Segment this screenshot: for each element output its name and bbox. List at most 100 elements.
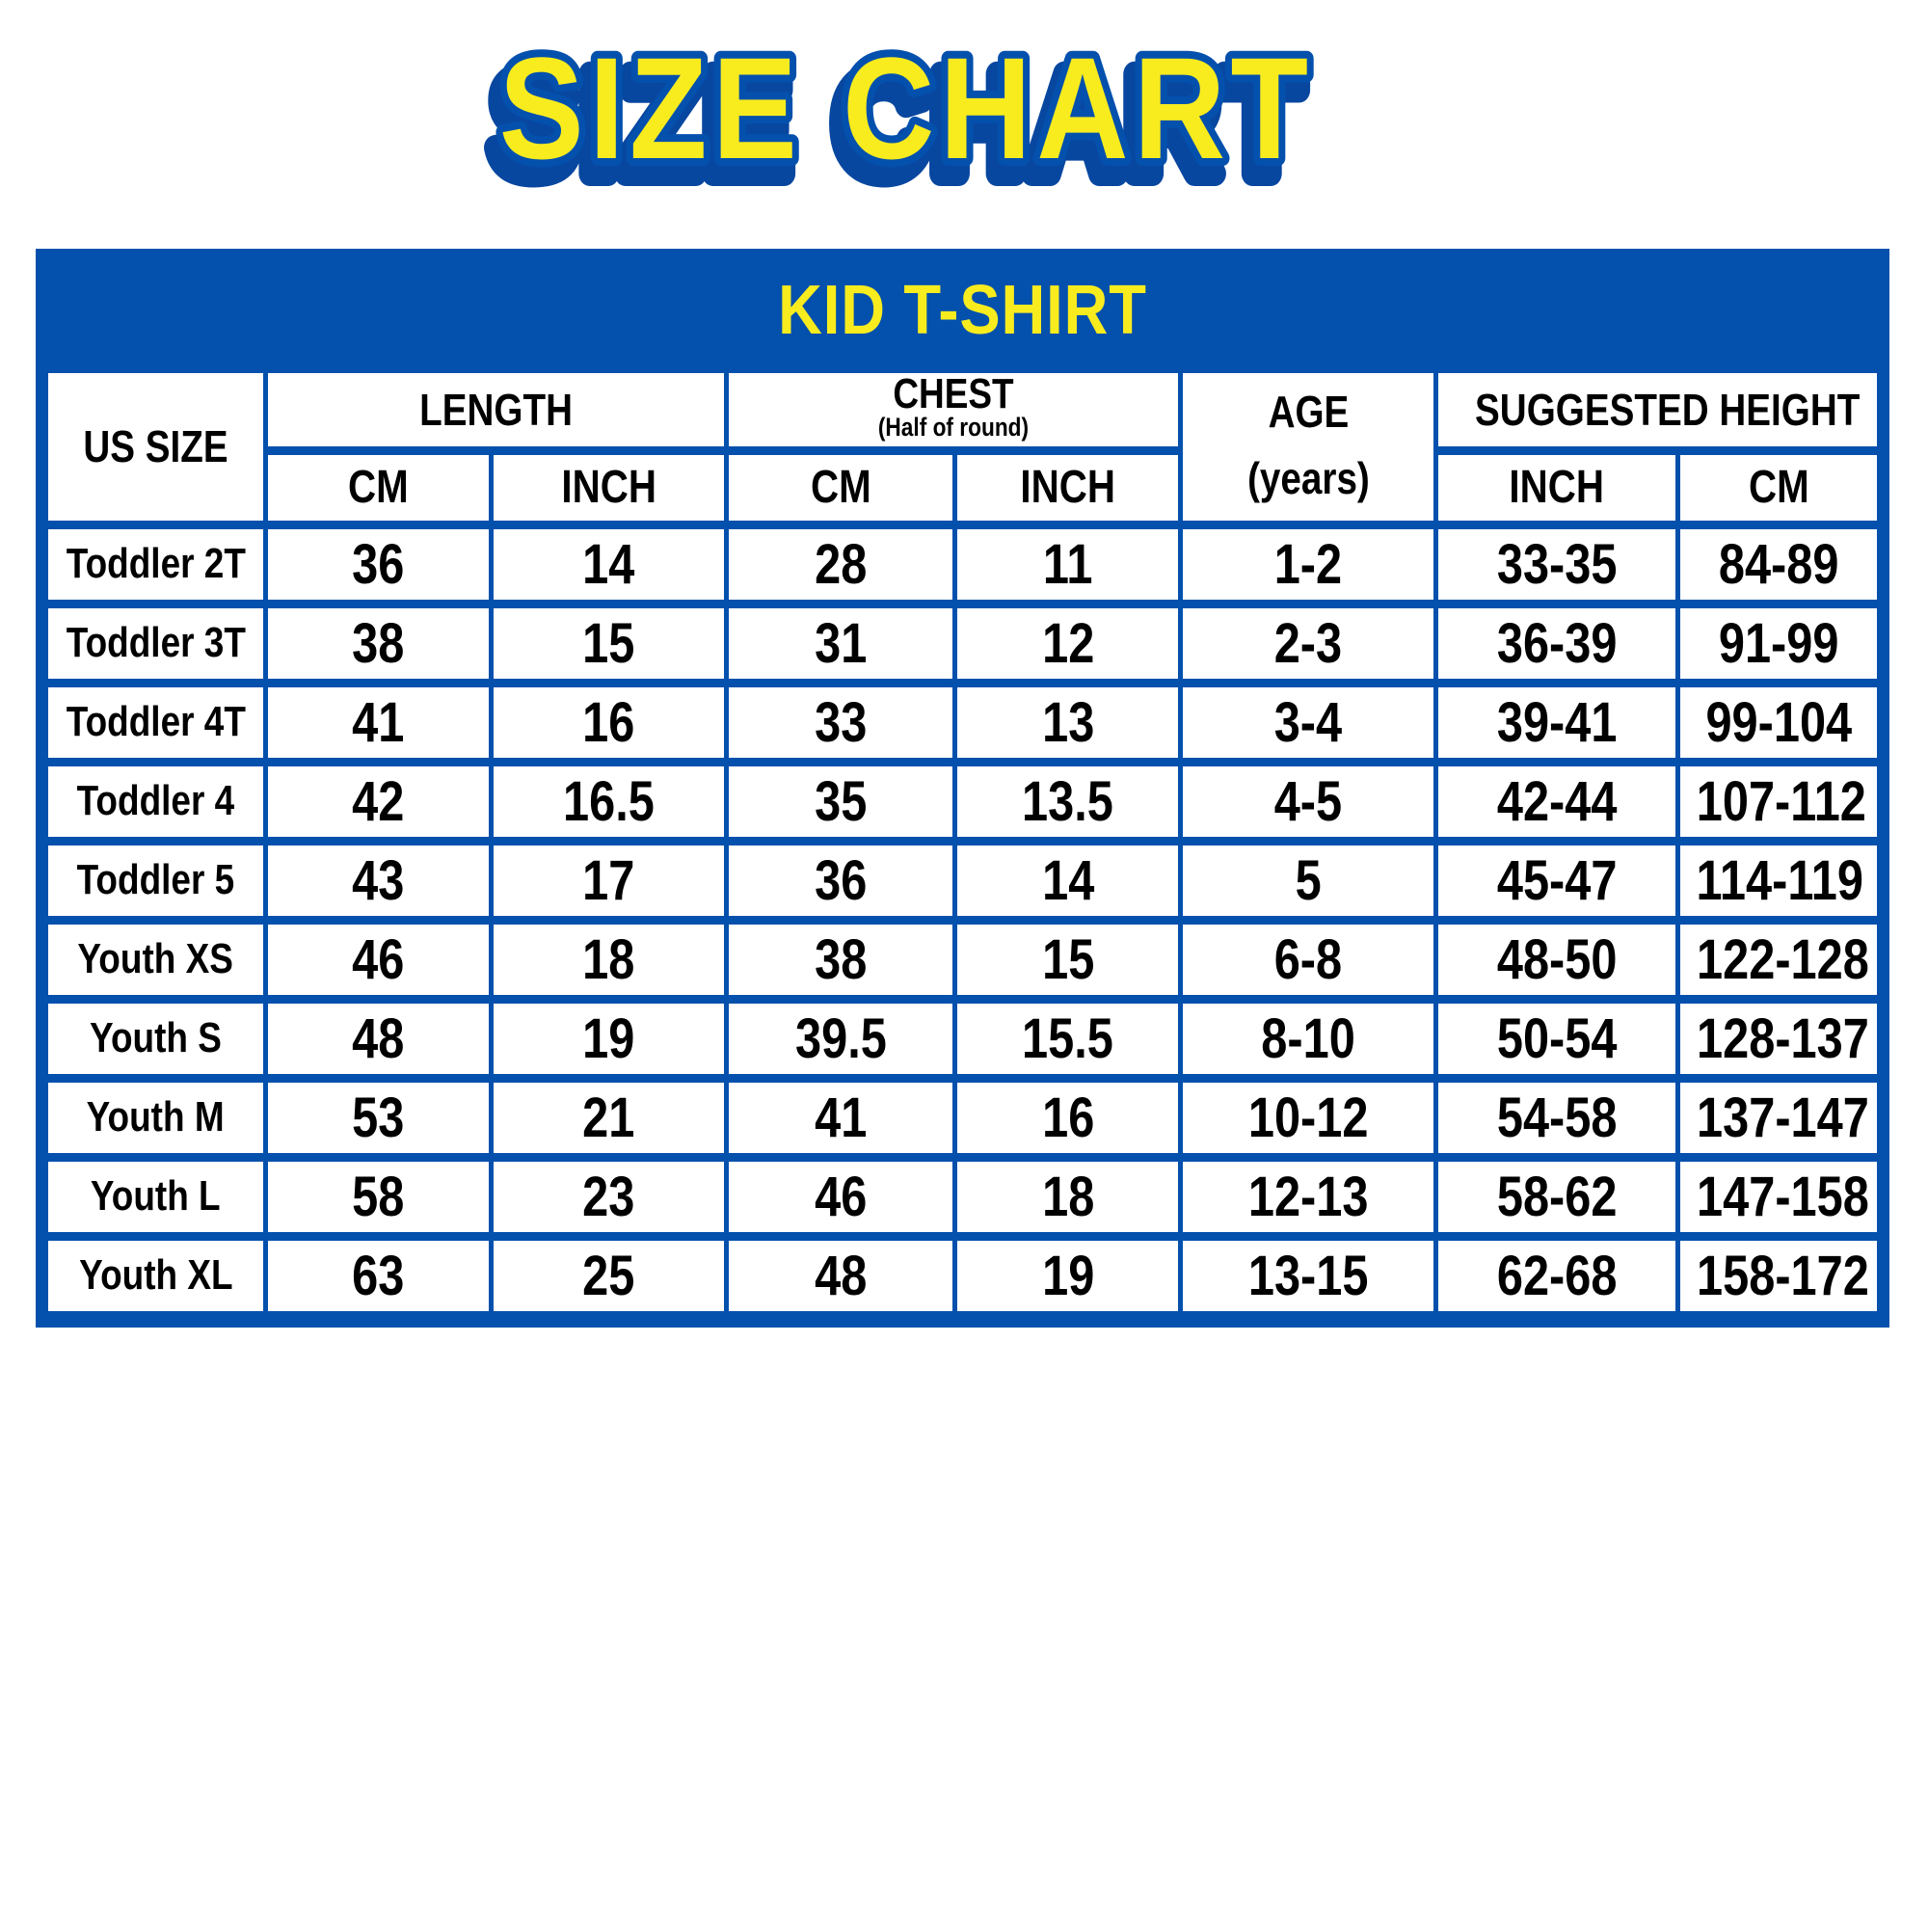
cell-length_inch: 25 — [489, 1231, 729, 1320]
cell-chest_cm: 38 — [723, 915, 958, 1004]
cell-height_cm: 128-137 — [1674, 994, 1883, 1083]
cell-chest_inch: 16 — [952, 1073, 1184, 1162]
row-size-label: Youth M — [42, 1073, 269, 1162]
cell-length_inch: 21 — [489, 1073, 729, 1162]
cell-height_inch: 36-39 — [1433, 599, 1680, 687]
row-size-label: Toddler 4 — [42, 757, 269, 845]
cell-chest_inch: 12 — [952, 599, 1184, 687]
cell-chest_inch: 15.5 — [952, 994, 1184, 1083]
cell-height_inch: 45-47 — [1433, 836, 1680, 925]
cell-length_cm: 41 — [263, 678, 495, 766]
cell-length_cm: 42 — [263, 757, 495, 845]
table-body: Toddler 2T 36 14 28 11 1-2 33-35 84-89 Toddler 3… — [42, 520, 1883, 1320]
subheader-length-inch: INCH — [489, 445, 729, 529]
cell-chest_cm: 35 — [723, 757, 958, 845]
table-title-bar: KID T-SHIRT — [43, 256, 1882, 364]
cell-length_inch: 18 — [489, 915, 729, 1004]
col-header-us-size: US SIZE — [42, 364, 269, 529]
cell-length_cm: 63 — [263, 1231, 495, 1320]
cell-chest_cm: 39.5 — [723, 994, 958, 1083]
cell-chest_cm: 41 — [723, 1073, 958, 1162]
table-row: Toddler 4 42 16.5 35 13.5 4-5 42-44 107-112 — [42, 757, 1883, 845]
cell-chest_inch: 11 — [952, 520, 1184, 608]
cell-chest_cm: 31 — [723, 599, 958, 687]
table-row: Youth XL 63 25 48 19 13-15 62-68 158-172 — [42, 1231, 1883, 1320]
col-header-length: LENGTH — [263, 364, 729, 455]
cell-length_inch: 19 — [489, 994, 729, 1083]
cell-age: 5 — [1178, 836, 1438, 925]
cell-length_cm: 36 — [263, 520, 495, 608]
cell-length_inch: 16 — [489, 678, 729, 766]
cell-height_inch: 54-58 — [1433, 1073, 1680, 1162]
cell-chest_cm: 28 — [723, 520, 958, 608]
chest-note: (Half of round) — [877, 412, 1030, 442]
size-chart-table-container: KID T-SHIRT US SIZE LENGTH CHEST (Half of… — [36, 249, 1889, 1328]
cell-height_cm: 114-119 — [1674, 836, 1883, 925]
col-header-suggested-height: SUGGESTED HEIGHT — [1433, 364, 1883, 455]
cell-length_inch: 14 — [489, 520, 729, 608]
size-table: US SIZE LENGTH CHEST (Half of round) AGE (… — [42, 364, 1883, 1320]
table-row: Youth M 53 21 41 16 10-12 54-58 137-147 — [42, 1073, 1883, 1162]
chest-label: CHEST — [893, 370, 1014, 417]
cell-length_cm: 58 — [263, 1152, 495, 1241]
row-size-label: Toddler 3T — [42, 599, 269, 687]
cell-length_inch: 17 — [489, 836, 729, 925]
cell-height_cm: 84-89 — [1674, 520, 1883, 608]
cell-length_inch: 15 — [489, 599, 729, 687]
cell-height_inch: 39-41 — [1433, 678, 1680, 766]
table-row: Youth XS 46 18 38 15 6-8 48-50 122-128 — [42, 915, 1883, 1004]
cell-height_inch: 62-68 — [1433, 1231, 1680, 1320]
col-header-age: AGE (years) — [1178, 364, 1438, 529]
cell-height_cm: 107-112 — [1674, 757, 1883, 845]
subheader-chest-cm: CM — [723, 445, 958, 529]
table-row: Toddler 5 43 17 36 14 5 45-47 114-119 — [42, 836, 1883, 925]
age-unit-label: (years) — [1246, 452, 1370, 503]
cell-chest_inch: 13.5 — [952, 757, 1184, 845]
subheader-height-cm: CM — [1674, 445, 1883, 529]
cell-height_cm: 137-147 — [1674, 1073, 1883, 1162]
col-header-chest: CHEST (Half of round) — [723, 364, 1184, 455]
cell-chest_inch: 14 — [952, 836, 1184, 925]
cell-height_cm: 147-158 — [1674, 1152, 1883, 1241]
page-title-graphic: SIZE CHART SIZE CHART — [479, 20, 1315, 200]
table-row: Toddler 2T 36 14 28 11 1-2 33-35 84-89 — [42, 520, 1883, 608]
row-size-label: Toddler 2T — [42, 520, 269, 608]
table-title: KID T-SHIRT — [778, 272, 1147, 349]
cell-height_inch: 33-35 — [1433, 520, 1680, 608]
cell-height_inch: 48-50 — [1433, 915, 1680, 1004]
cell-length_cm: 43 — [263, 836, 495, 925]
age-label: AGE — [1268, 386, 1349, 437]
cell-age: 13-15 — [1178, 1231, 1438, 1320]
cell-age: 3-4 — [1178, 678, 1438, 766]
cell-chest_inch: 15 — [952, 915, 1184, 1004]
table-row: Youth L 58 23 46 18 12-13 58-62 147-158 — [42, 1152, 1883, 1241]
row-size-label: Toddler 4T — [42, 678, 269, 766]
cell-height_cm: 122-128 — [1674, 915, 1883, 1004]
cell-height_cm: 91-99 — [1674, 599, 1883, 687]
cell-height_cm: 99-104 — [1674, 678, 1883, 766]
cell-age: 2-3 — [1178, 599, 1438, 687]
cell-height_inch: 50-54 — [1433, 994, 1680, 1083]
cell-height_cm: 158-172 — [1674, 1231, 1883, 1320]
cell-chest_cm: 36 — [723, 836, 958, 925]
cell-age: 4-5 — [1178, 757, 1438, 845]
cell-height_inch: 58-62 — [1433, 1152, 1680, 1241]
cell-age: 12-13 — [1178, 1152, 1438, 1241]
page-title: SIZE CHART — [499, 27, 1314, 189]
row-size-label: Youth L — [42, 1152, 269, 1241]
cell-chest_inch: 18 — [952, 1152, 1184, 1241]
cell-age: 1-2 — [1178, 520, 1438, 608]
cell-height_inch: 42-44 — [1433, 757, 1680, 845]
cell-chest_inch: 19 — [952, 1231, 1184, 1320]
cell-age: 10-12 — [1178, 1073, 1438, 1162]
cell-length_cm: 48 — [263, 994, 495, 1083]
cell-length_inch: 23 — [489, 1152, 729, 1241]
row-size-label: Youth XL — [42, 1231, 269, 1320]
table-row: Youth S 48 19 39.5 15.5 8-10 50-54 128-137 — [42, 994, 1883, 1083]
cell-age: 8-10 — [1178, 994, 1438, 1083]
cell-length_cm: 53 — [263, 1073, 495, 1162]
cell-length_cm: 46 — [263, 915, 495, 1004]
subheader-height-inch: INCH — [1433, 445, 1680, 529]
cell-chest_inch: 13 — [952, 678, 1184, 766]
